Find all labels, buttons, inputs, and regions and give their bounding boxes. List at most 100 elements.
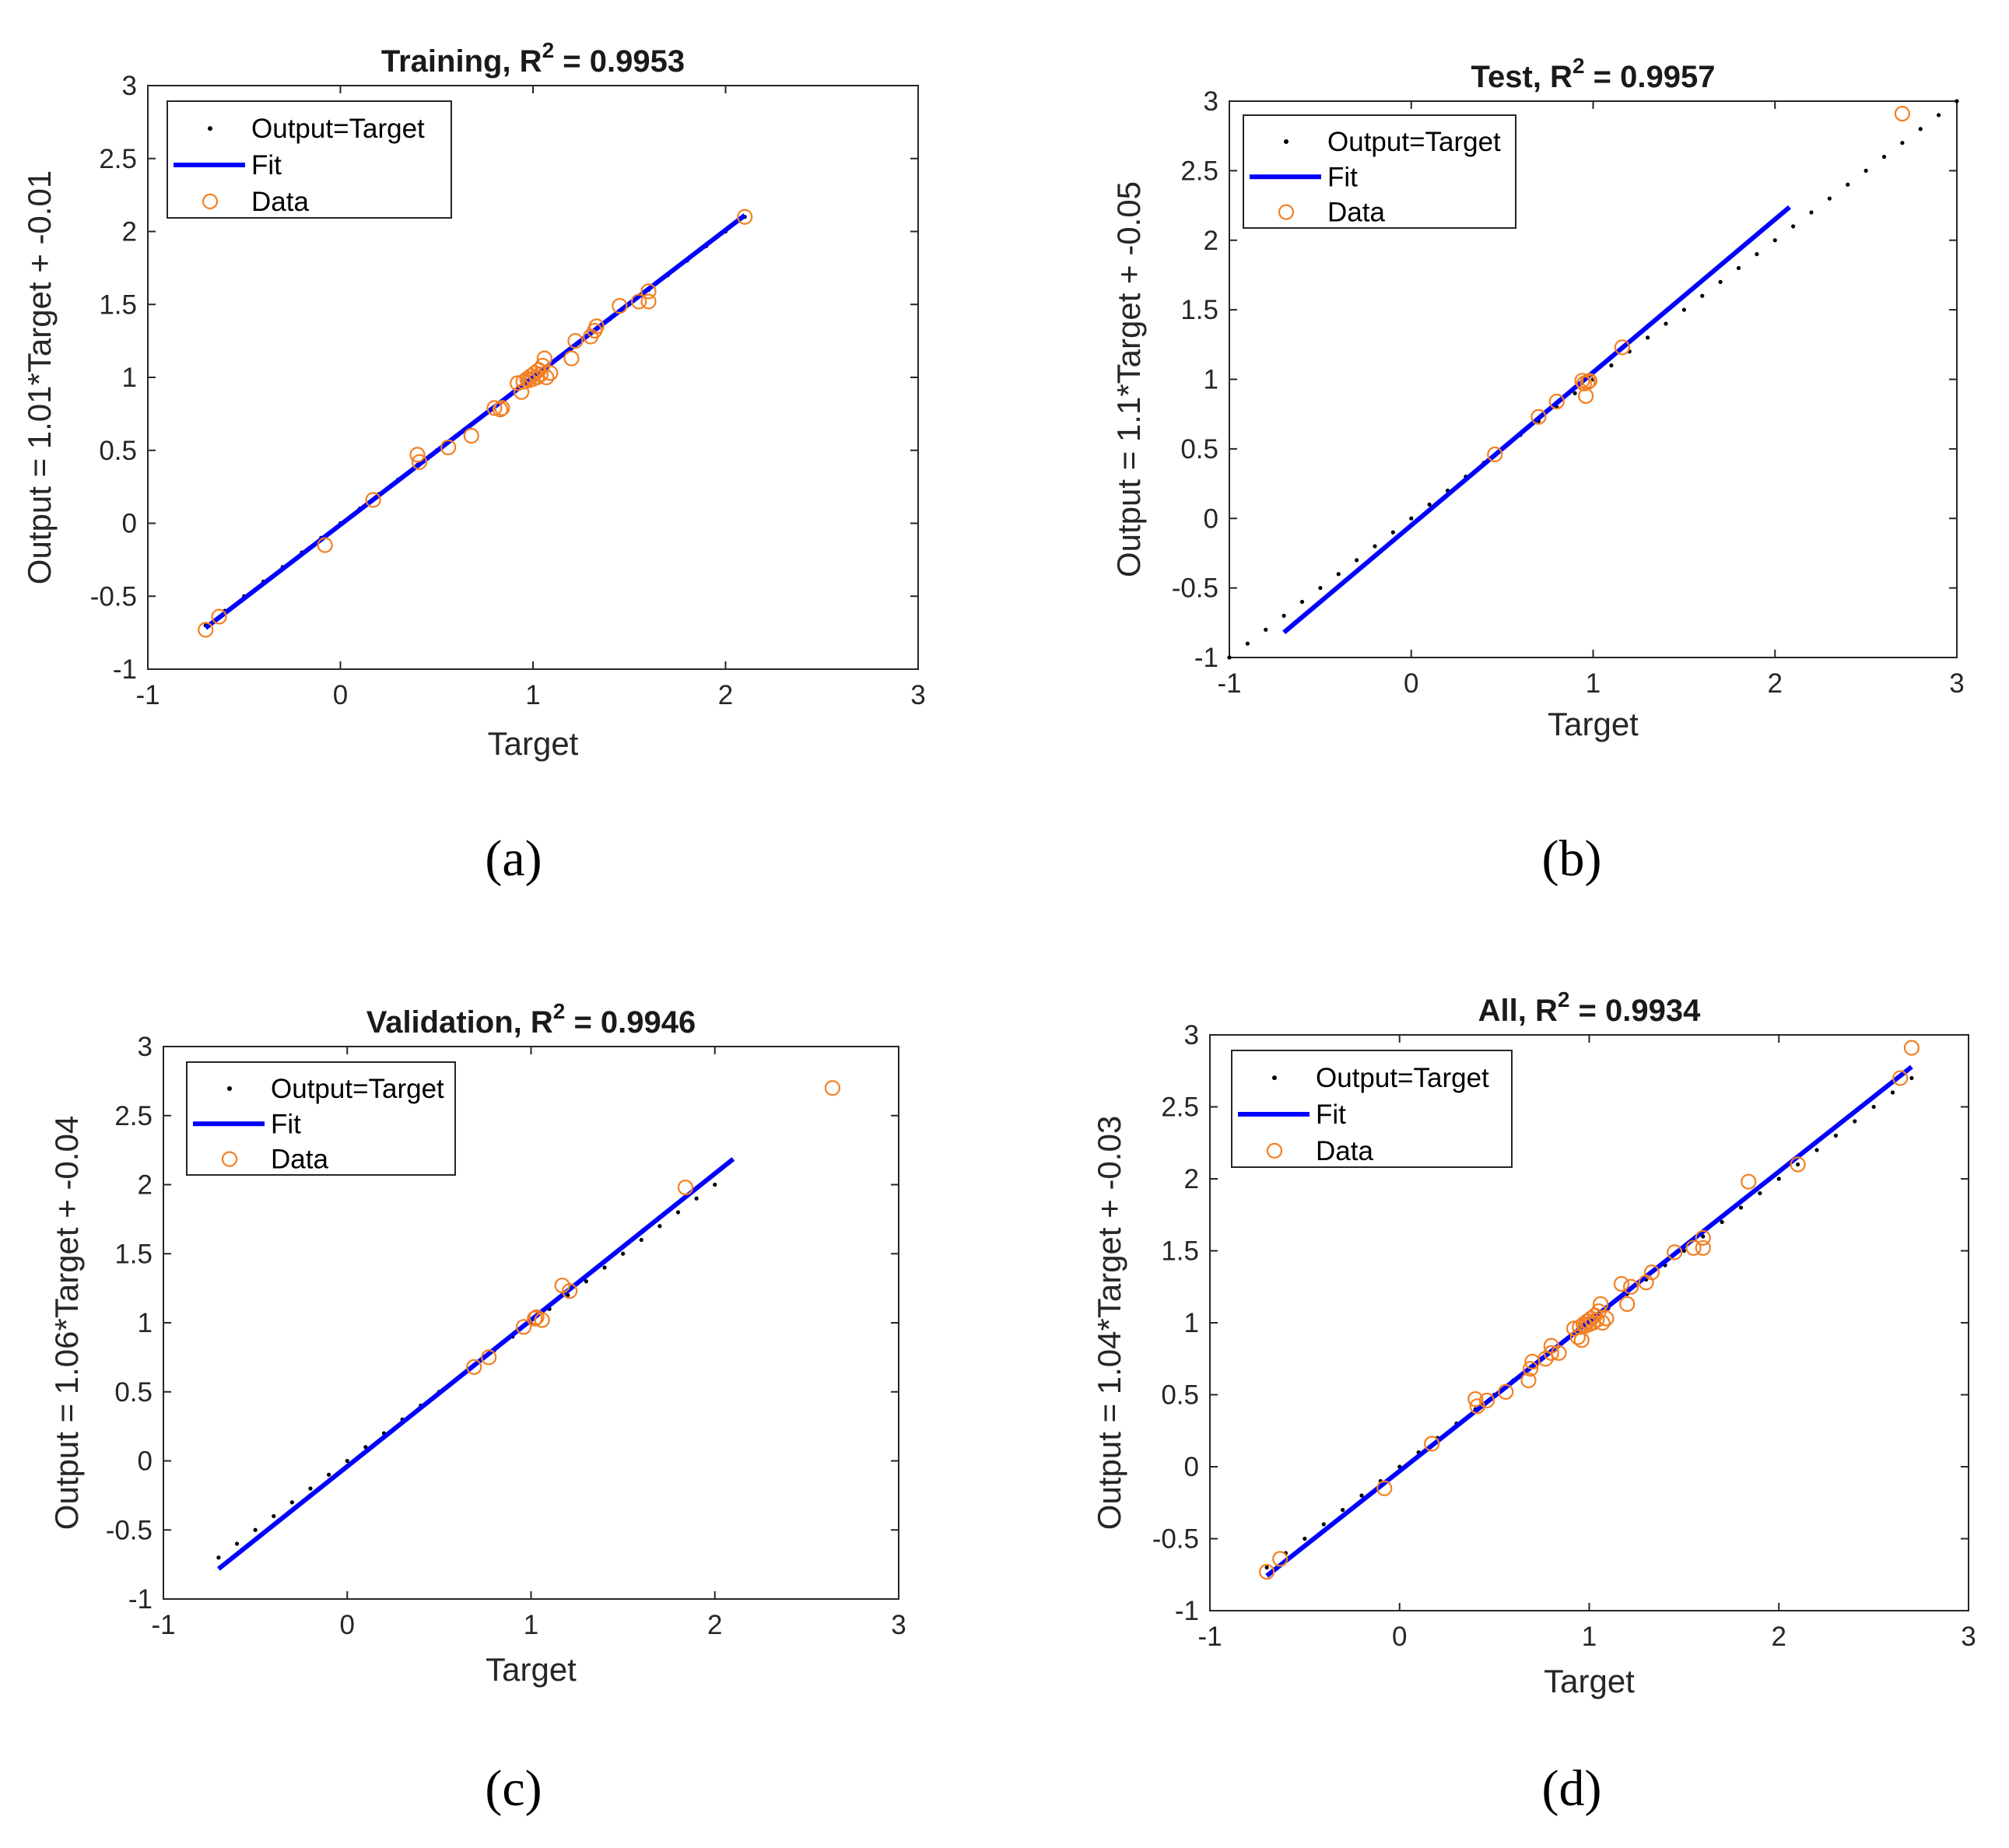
chart-title-text: Test, R (1471, 60, 1573, 94)
data-point (824, 1080, 841, 1096)
target-line-dot (639, 1237, 643, 1243)
target-line-dot (1227, 655, 1232, 660)
target-line-dot (1900, 141, 1905, 146)
target-line-dot (1955, 99, 1959, 103)
y-tick-label: 0 (1184, 1452, 1199, 1482)
data-point (211, 608, 227, 625)
data-point (1623, 1278, 1639, 1295)
target-line-dot (1853, 1119, 1857, 1124)
data-point (631, 293, 647, 310)
data-point (640, 293, 657, 310)
legend-box (167, 100, 452, 219)
target-line-dot (327, 1472, 331, 1477)
y-tick-label: -0.5 (106, 1515, 153, 1545)
y-tick-label: 0.5 (114, 1377, 153, 1408)
target-line-dot (1321, 1522, 1326, 1527)
data-point (1741, 1173, 1757, 1190)
data-point (514, 384, 530, 400)
data-point (542, 365, 559, 381)
y-axis-label: Output = 1.06*Target + -0.04 (48, 1116, 85, 1530)
x-axis-label: Target (1544, 1663, 1635, 1699)
target-line-dot (621, 1251, 626, 1256)
x-tick-label: -1 (1217, 668, 1241, 699)
y-tick-label: 2.5 (99, 144, 137, 174)
y-tick-label: -1 (128, 1584, 153, 1615)
target-line-dot (289, 1500, 294, 1505)
data-point (1613, 1275, 1630, 1292)
target-line-dot (1871, 1104, 1876, 1110)
target-line-dot (1863, 168, 1868, 173)
x-axis-label: Target (488, 725, 579, 762)
y-tick-label: 2.5 (1180, 156, 1218, 186)
data-point (1598, 1310, 1615, 1327)
chart-title: All, R2 = 0.9934 (1478, 987, 1701, 1028)
legend-label-data: Data (271, 1145, 328, 1175)
data-point (1467, 1390, 1484, 1408)
chart-title-value: = 0.9934 (1569, 994, 1701, 1028)
target-line-dot (1409, 516, 1414, 521)
data-point (640, 283, 657, 300)
x-tick-label: 1 (1586, 668, 1601, 699)
target-line-dot (1281, 613, 1286, 618)
legend: Output=Target Fit Data (167, 100, 452, 219)
x-tick-label: 0 (1392, 1622, 1407, 1652)
data-point (1573, 1332, 1590, 1348)
x-tick-label: 0 (1404, 668, 1418, 699)
fit-line (1282, 205, 1791, 635)
data-point (1537, 1351, 1554, 1367)
target-line-dot (713, 1182, 717, 1187)
target-line-dot (1646, 335, 1650, 340)
chart-title-value: = 0.9957 (1585, 60, 1716, 94)
fit-line (217, 1157, 735, 1571)
legend-target-marker (1284, 139, 1288, 144)
chart-title-superscript: 2 (542, 38, 555, 62)
y-tick-label: 0.5 (99, 436, 137, 466)
data-point (411, 454, 428, 470)
data-point (1903, 1040, 1920, 1056)
y-tick-label: 1.5 (99, 289, 137, 320)
target-line-dot (1814, 1148, 1819, 1152)
data-point (494, 400, 510, 416)
target-line-dot (1827, 196, 1832, 201)
data-point (492, 402, 509, 418)
y-tick-label: 0.5 (1161, 1380, 1199, 1411)
legend-label-fit: Fit (271, 1109, 301, 1139)
data-point (1530, 409, 1547, 425)
chart-title: Validation, R2 = 0.9946 (366, 999, 696, 1040)
y-tick-label: 3 (138, 1032, 153, 1062)
y-tick-label: -0.5 (90, 581, 137, 612)
y-tick-label: 0 (1204, 503, 1218, 534)
y-tick-label: -0.5 (1172, 573, 1218, 604)
target-line-dot (584, 1279, 588, 1284)
chart-all: -1 0 1 2 3 -1 -0.5 0 0.5 1 1.5 2 2.5 3 Output=Target Fi… (1091, 987, 1976, 1817)
target-line-dot (1918, 127, 1923, 131)
target-line-dot (1359, 1493, 1364, 1498)
data-point (527, 1310, 543, 1327)
target-line-dot (1758, 1191, 1762, 1196)
x-tick-label: 1 (525, 680, 540, 710)
data-point (317, 537, 333, 553)
legend-label-target: Output=Target (271, 1074, 444, 1104)
y-axis-label: Output = 1.04*Target + -0.03 (1091, 1116, 1127, 1530)
data-point (1580, 373, 1596, 391)
y-tick-label: -1 (1194, 643, 1218, 673)
data-point (1569, 1329, 1586, 1345)
chart-title-text: All, R (1478, 994, 1558, 1028)
data-point (1259, 1563, 1275, 1580)
data-point (1614, 339, 1630, 356)
target-line-dot (1738, 1205, 1744, 1210)
data-point (466, 1359, 482, 1375)
target-line-dot (1245, 641, 1250, 646)
y-tick-label: -1 (1175, 1596, 1199, 1626)
chart-title: Test, R2 = 0.9957 (1471, 54, 1716, 94)
target-line-dot (234, 1541, 240, 1546)
y-tick-label: 2 (1204, 226, 1218, 256)
panel-caption: (c) (485, 1760, 542, 1817)
target-line-dot (1609, 363, 1614, 368)
data-point (515, 1319, 532, 1335)
data-point (536, 350, 552, 366)
target-line-dot (602, 1265, 607, 1270)
x-tick-label: 3 (1961, 1622, 1976, 1652)
target-line-dot (1736, 265, 1741, 271)
x-tick-label: 2 (1772, 1622, 1786, 1652)
